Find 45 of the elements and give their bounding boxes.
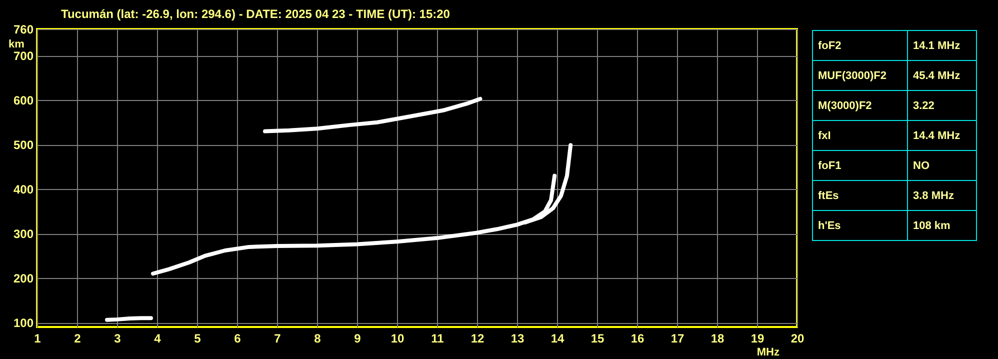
x-tick-label: 10 [390,332,404,346]
x-tick-label: 13 [510,332,524,346]
x-tick-label: 20 [790,332,804,346]
chart-title: Tucumán (lat: -26.9, lon: 294.6) - DATE: 2025 04 23 - TIME (UT): 15:20 [61,7,450,21]
text: 108 km [908,210,976,240]
x-tick-label: 19 [750,332,764,346]
text: 3.8 MHz [908,180,976,210]
text: NO [908,150,976,180]
y-axis-title: km [8,38,25,50]
y-tick-label: 760 [13,22,34,36]
y-tick-label: 200 [13,272,34,286]
x-tick-label: 3 [114,332,122,346]
x-tick-label: 14 [550,332,564,346]
text: 45.4 MHz [908,60,976,90]
text: M(3000)F2 [812,90,908,120]
x-tick-label: 1 [34,332,42,346]
text: MUF(3000)F2 [812,60,908,90]
text: ftEs [812,180,908,210]
x-tick-label: 16 [630,332,644,346]
x-tick-label: 5 [194,332,202,346]
x-tick-label: 4 [154,332,162,346]
text: h'Es [812,210,908,240]
y-tick-label: 400 [13,182,34,197]
y-tick-label: 100 [13,316,34,330]
y-tick-label: 700 [13,49,34,64]
x-tick-label: 2 [74,332,82,346]
x-axis-title: MHz [756,346,780,358]
x-tick-label: 12 [470,332,484,346]
x-tick-label: 11 [431,332,444,346]
y-tick-label: 500 [13,138,34,152]
text: 14.4 MHz [908,120,976,150]
x-tick-label: 18 [710,332,724,346]
y-tick-label: 600 [13,94,34,108]
x-tick-label: 9 [354,332,362,346]
x-tick-label: 6 [234,332,242,346]
text: foF2 [812,30,908,60]
text: fxI [812,120,908,150]
x-tick-label: 17 [670,332,684,346]
text: 14.1 MHz [908,30,976,60]
y-tick-label: 300 [13,227,34,242]
text: 3.22 [908,90,976,120]
x-tick-label: 8 [314,332,322,346]
x-tick-label: 7 [274,332,282,346]
x-tick-label: 15 [590,332,604,346]
text: foF1 [812,150,908,180]
